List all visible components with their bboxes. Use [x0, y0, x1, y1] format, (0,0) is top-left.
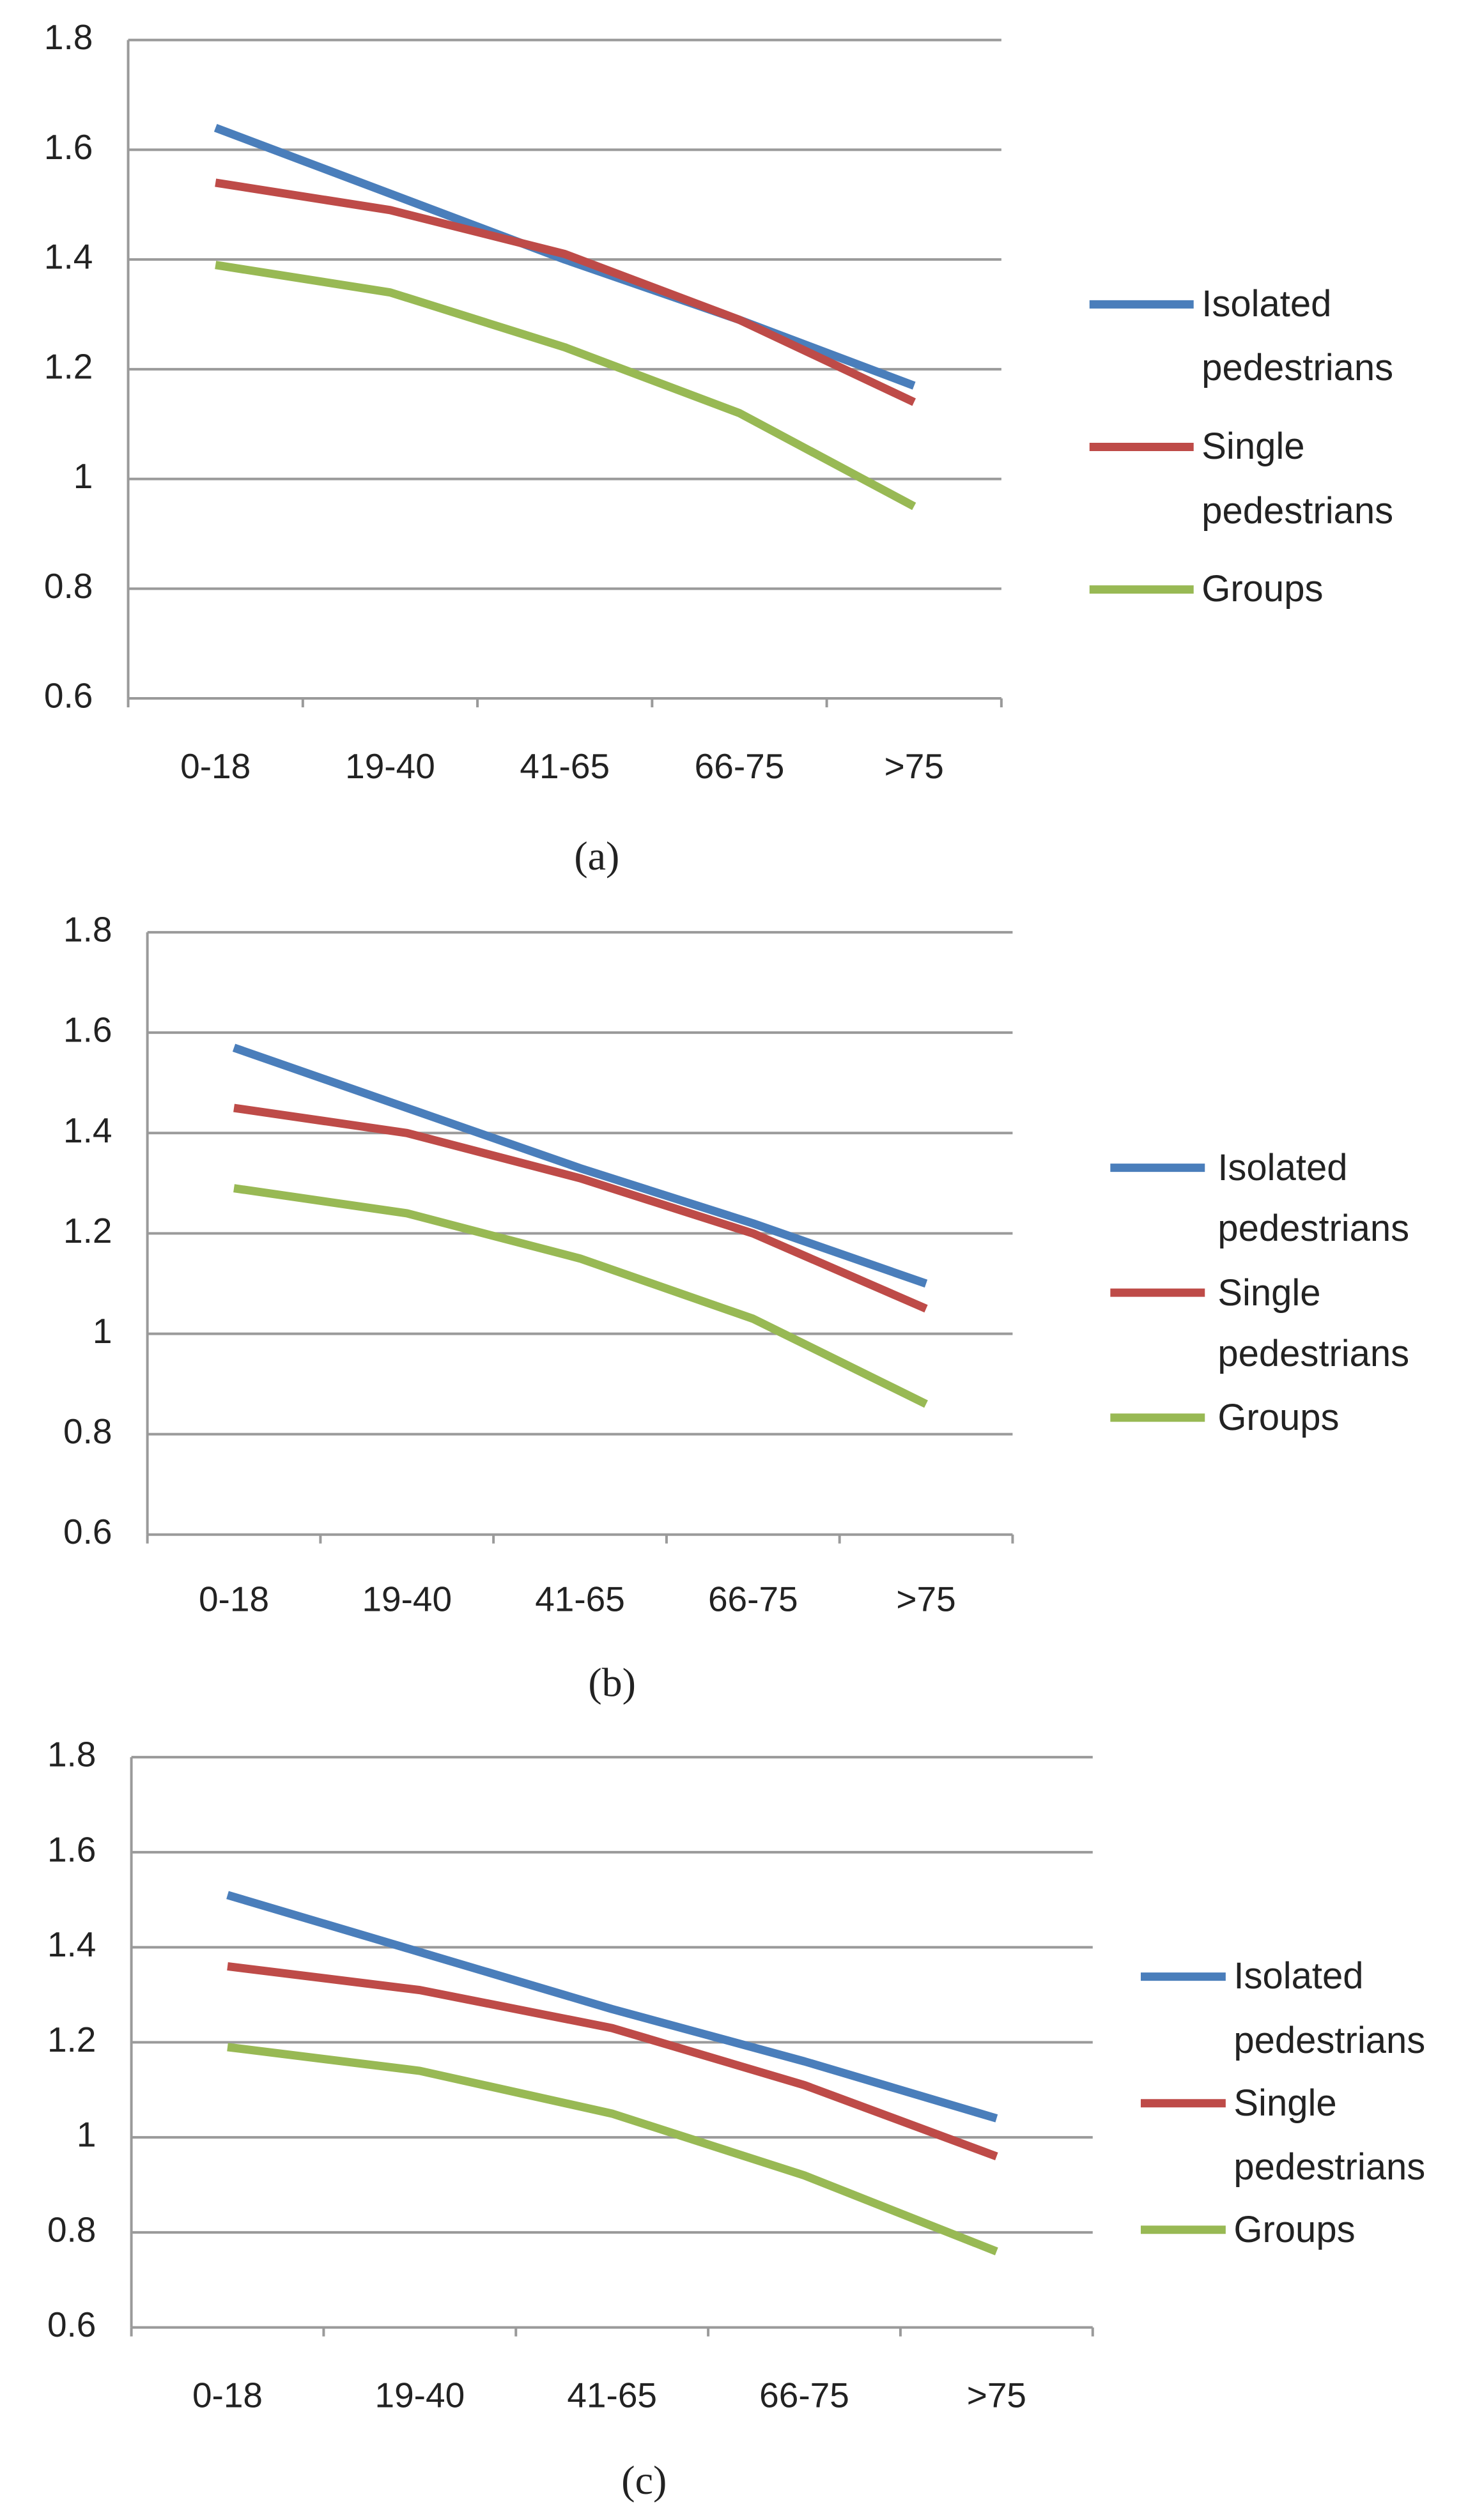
- x-tick-label: 0-18: [199, 1579, 269, 1619]
- x-tick-label: 0-18: [180, 746, 251, 786]
- x-tick-label: 19-40: [345, 746, 435, 786]
- series-line: [226, 1891, 998, 2123]
- y-tick-label: 1.2: [44, 346, 93, 386]
- series-line: [232, 1043, 928, 1288]
- legend-label: Groups: [1201, 568, 1324, 610]
- y-tick-label: 1.8: [47, 1735, 96, 1774]
- x-tick-label: 19-40: [375, 2376, 465, 2415]
- legend-label: Groups: [1217, 1397, 1340, 1439]
- y-tick-label: 1.6: [63, 1010, 112, 1050]
- y-tick-label: 0.8: [63, 1411, 112, 1451]
- x-tick-label: 41-65: [520, 746, 610, 786]
- caption: (c): [621, 2457, 667, 2503]
- y-tick-label: 1.4: [63, 1110, 112, 1150]
- series-line: [233, 1184, 928, 1408]
- x-tick-label: 41-65: [535, 1579, 625, 1619]
- y-tick-label: 1.8: [44, 17, 93, 57]
- series-line: [227, 2043, 998, 2255]
- x-tick-label: >75: [967, 2376, 1026, 2415]
- series-line: [213, 123, 916, 390]
- legend-label: Single pedestrians: [1201, 426, 1394, 532]
- y-tick-label: 1.6: [47, 1829, 96, 1869]
- legend-label: Groups: [1233, 2208, 1356, 2250]
- legend-label: Single pedestrians: [1217, 1272, 1410, 1374]
- x-tick-label: 66-75: [708, 1579, 798, 1619]
- x-tick-label: 41-65: [567, 2376, 657, 2415]
- y-tick-label: 1.4: [44, 237, 93, 277]
- y-tick-label: 1: [93, 1311, 112, 1351]
- legend-label: Isolated pedestrians: [1217, 1146, 1410, 1250]
- series-line: [233, 1103, 928, 1313]
- y-tick-label: 1: [77, 2115, 97, 2155]
- x-tick-label: 19-40: [362, 1579, 452, 1619]
- x-tick-label: 0-18: [192, 2376, 263, 2415]
- series-line: [227, 1962, 998, 2161]
- y-tick-label: 1.4: [47, 1925, 96, 1964]
- x-tick-label: >75: [885, 746, 944, 786]
- y-tick-label: 0.8: [44, 566, 93, 606]
- y-tick-label: 1.6: [44, 127, 93, 167]
- legend-label: Isolated pedestrians: [1201, 283, 1394, 389]
- x-tick-label: 66-75: [759, 2376, 849, 2415]
- x-tick-label: 66-75: [695, 746, 785, 786]
- series-line: [215, 261, 916, 511]
- y-tick-label: 1.8: [63, 910, 112, 949]
- series-line: [215, 178, 916, 406]
- y-tick-label: 0.6: [47, 2305, 96, 2344]
- y-tick-label: 1.2: [63, 1211, 112, 1250]
- legend-label: Isolated pedestrians: [1233, 1955, 1426, 2061]
- x-tick-label: >75: [896, 1579, 955, 1619]
- y-tick-label: 1: [73, 456, 93, 496]
- caption: (a): [574, 833, 619, 879]
- caption: (b): [588, 1660, 636, 1705]
- legend-label: Single pedestrians: [1233, 2082, 1426, 2188]
- y-tick-label: 0.6: [44, 676, 93, 716]
- y-tick-label: 0.8: [47, 2209, 96, 2249]
- y-tick-label: 0.6: [63, 1512, 112, 1551]
- y-tick-label: 1.2: [47, 2020, 96, 2059]
